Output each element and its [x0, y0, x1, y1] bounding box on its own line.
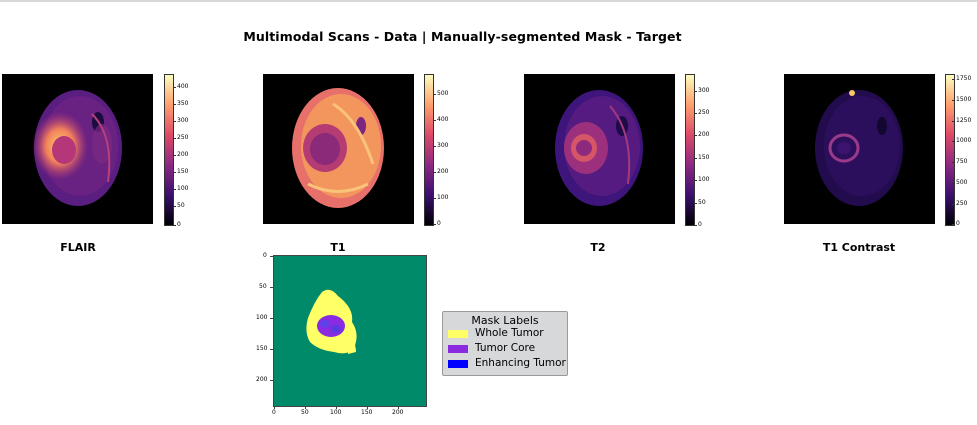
y-tick-mark	[270, 287, 273, 288]
t2-scan-image	[524, 74, 675, 224]
mask-x-tick: 150	[361, 409, 373, 416]
colorbar-tick: 400	[432, 116, 449, 123]
mask-legend: Mask Labels Whole Tumor Tumor Core Enhan…	[442, 311, 568, 376]
t2-title: T2	[590, 241, 606, 254]
legend-swatch	[448, 345, 468, 353]
legend-item-enhancing-tumor: Enhancing Tumor	[443, 357, 567, 372]
top-divider	[0, 0, 977, 2]
mask-y-tick: 100	[256, 314, 268, 321]
colorbar-tick: 750	[951, 158, 968, 165]
mask-x-tick: 50	[301, 409, 309, 416]
mask-y-tick: 0	[263, 252, 267, 259]
t1-scan-image	[263, 74, 414, 224]
colorbar-tick: 200	[693, 131, 710, 138]
colorbar-tick: 250	[693, 109, 710, 116]
t1-contrast-colorbar	[945, 74, 955, 226]
colorbar-tick: 50	[173, 202, 185, 209]
mask-x-tick: 0	[272, 409, 276, 416]
colorbar-tick: 0	[952, 220, 960, 227]
colorbar-tick: 200	[432, 168, 449, 175]
colorbar-tick: 100	[693, 176, 710, 183]
colorbar-tick: 300	[693, 87, 710, 94]
x-tick-mark	[336, 406, 337, 409]
colorbar-tick: 1250	[951, 117, 972, 124]
colorbar-tick: 1000	[951, 137, 972, 144]
colorbar-tick: 300	[432, 142, 449, 149]
legend-label: Whole Tumor	[475, 327, 544, 339]
legend-label: Tumor Core	[475, 342, 536, 354]
y-tick-mark	[270, 380, 273, 381]
colorbar-tick: 200	[172, 151, 189, 158]
t2-colorbar	[685, 74, 695, 226]
flair-scan-image	[2, 74, 153, 224]
mask-y-tick: 200	[256, 376, 268, 383]
y-tick-mark	[270, 349, 273, 350]
legend-title: Mask Labels	[471, 314, 539, 327]
mask-y-tick: 50	[259, 283, 267, 290]
colorbar-tick: 250	[172, 134, 189, 141]
legend-item-whole-tumor: Whole Tumor	[443, 327, 567, 342]
colorbar-tick: 0	[694, 221, 702, 228]
y-tick-mark	[270, 318, 273, 319]
legend-swatch	[448, 330, 468, 338]
legend-item-tumor-core: Tumor Core	[443, 342, 567, 357]
colorbar-tick: 100	[172, 185, 189, 192]
legend-swatch	[448, 360, 468, 368]
segmentation-mask-image	[273, 255, 427, 407]
colorbar-tick: 100	[432, 194, 449, 201]
colorbar-tick: 150	[172, 168, 189, 175]
colorbar-tick: 0	[173, 221, 181, 228]
colorbar-tick: 1500	[951, 96, 972, 103]
figure-title: Multimodal Scans - Data | Manually-segme…	[243, 29, 682, 44]
x-tick-mark	[367, 406, 368, 409]
colorbar-tick: 400	[172, 83, 189, 90]
colorbar-tick: 1750	[951, 75, 972, 82]
legend-label: Enhancing Tumor	[475, 357, 566, 369]
t1-contrast-scan-image	[784, 74, 935, 224]
t1-contrast-title: T1 Contrast	[822, 241, 896, 254]
colorbar-tick: 150	[693, 154, 710, 161]
mask-x-tick: 100	[330, 409, 342, 416]
flair-title: FLAIR	[60, 241, 96, 254]
colorbar-tick: 350	[172, 100, 189, 107]
colorbar-tick: 500	[951, 179, 968, 186]
colorbar-tick: 300	[172, 117, 189, 124]
mask-y-tick: 150	[256, 345, 268, 352]
y-tick-mark	[270, 256, 273, 257]
colorbar-tick: 250	[951, 200, 968, 207]
t1-colorbar	[424, 74, 434, 226]
x-tick-mark	[274, 406, 275, 409]
mask-x-tick: 200	[392, 409, 404, 416]
x-tick-mark	[398, 406, 399, 409]
flair-colorbar	[164, 74, 174, 226]
colorbar-tick: 0	[433, 220, 441, 227]
t1-title: T1	[330, 241, 346, 254]
x-tick-mark	[305, 406, 306, 409]
colorbar-tick: 50	[694, 199, 706, 206]
colorbar-tick: 500	[432, 90, 449, 97]
